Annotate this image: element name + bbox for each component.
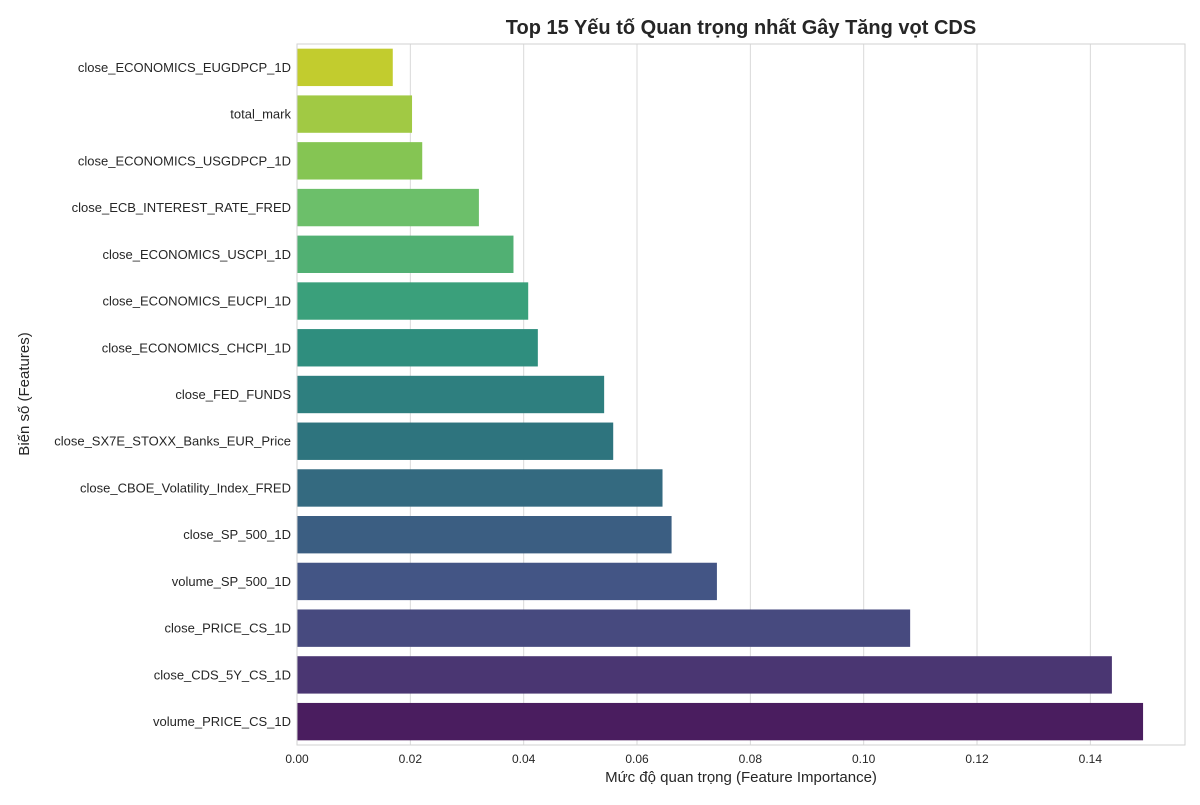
x-tick-label: 0.00 — [285, 752, 309, 766]
bar — [297, 48, 393, 87]
x-axis-label: Mức độ quan trọng (Feature Importance) — [605, 769, 877, 786]
x-tick-label: 0.04 — [512, 752, 536, 766]
y-tick-label: close_PRICE_CS_1D — [165, 621, 291, 636]
bar — [297, 702, 1144, 741]
bar — [297, 516, 672, 554]
y-tick-label: close_ECB_INTEREST_RATE_FRED — [72, 200, 291, 215]
x-tick-label: 0.10 — [852, 752, 876, 766]
chart-title: Top 15 Yếu tố Quan trọng nhất Gây Tăng v… — [506, 17, 976, 39]
bar — [297, 329, 538, 367]
y-tick-label: volume_PRICE_CS_1D — [153, 714, 291, 729]
y-tick-label: close_ECONOMICS_EUGDPCP_1D — [78, 60, 291, 75]
y-tick-label: close_ECONOMICS_CHCPI_1D — [102, 340, 291, 355]
x-tick-label: 0.14 — [1079, 752, 1103, 766]
bars-layer — [297, 48, 1144, 741]
x-tick-label: 0.02 — [399, 752, 423, 766]
bar — [297, 656, 1112, 694]
y-tick-label: close_ECONOMICS_USCPI_1D — [102, 247, 291, 262]
y-axis-label: Biến số (Features) — [16, 332, 33, 455]
bar — [297, 375, 605, 414]
bar — [297, 469, 663, 507]
y-tick-label: volume_SP_500_1D — [172, 574, 291, 589]
bar — [297, 609, 911, 647]
y-tick-label: total_mark — [230, 107, 291, 122]
bar — [297, 142, 423, 180]
y-axis-ticks: close_ECONOMICS_EUGDPCP_1D total_markclos… — [54, 60, 291, 729]
x-tick-label: 0.06 — [625, 752, 649, 766]
bar — [297, 282, 529, 320]
bar — [297, 422, 614, 460]
y-tick-label: close_SX7E_STOXX_Banks_EUR_Price — [54, 434, 291, 449]
y-tick-label: close_CBOE_Volatility_Index_FRED — [80, 480, 291, 495]
plot-frame — [296, 43, 1186, 746]
y-tick-label: close_FED_FUNDS — [175, 387, 291, 402]
bar — [297, 188, 479, 227]
y-tick-label: close_CDS_5Y_CS_1D — [154, 667, 291, 682]
x-tick-label: 0.12 — [965, 752, 989, 766]
x-axis-ticks: 0.00 0.02 0.04 0.06 0.08 0.10 0.12 0.14 — [285, 752, 1102, 766]
y-tick-label: close_SP_500_1D — [183, 527, 291, 542]
bar — [297, 95, 413, 133]
bar — [297, 235, 514, 273]
y-tick-label: close_ECONOMICS_EUCPI_1D — [102, 294, 291, 309]
bar — [297, 562, 717, 601]
y-tick-label: close_ECONOMICS_USGDPCP_1D — [78, 153, 291, 168]
x-tick-label: 0.08 — [739, 752, 763, 766]
